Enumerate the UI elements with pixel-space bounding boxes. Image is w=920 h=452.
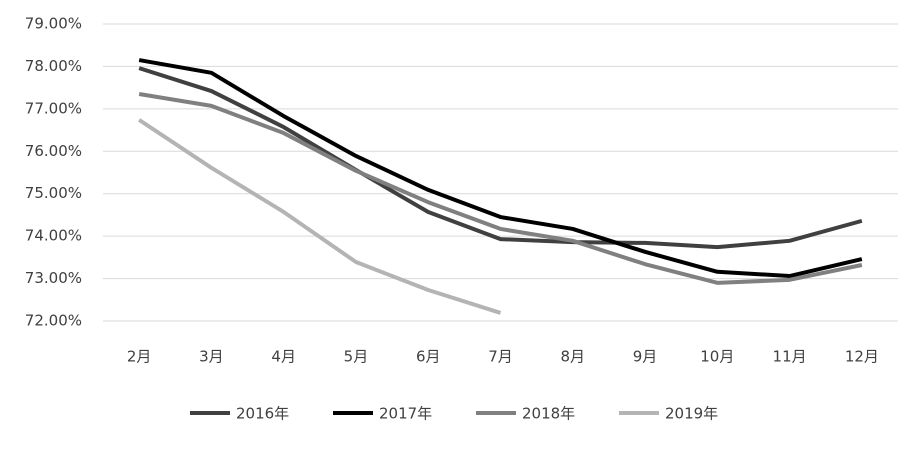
series-line — [138, 92, 863, 285]
y-tick-label: 79.00% — [25, 15, 82, 33]
x-tick-label: 8月 — [560, 348, 585, 366]
y-tick-label: 77.00% — [25, 99, 82, 117]
x-tick-label: 3月 — [199, 348, 224, 366]
x-tick-label: 6月 — [416, 348, 441, 366]
x-tick-label: 12月 — [845, 348, 879, 366]
y-tick-label: 75.00% — [25, 184, 82, 202]
x-tick-label: 4月 — [271, 348, 296, 366]
y-tick-label: 78.00% — [25, 57, 82, 75]
x-tick-label: 7月 — [488, 348, 513, 366]
legend-label: 2018年 — [522, 405, 575, 423]
legend-label: 2017年 — [379, 405, 432, 423]
x-tick-label: 9月 — [633, 348, 658, 366]
x-tick-label: 2月 — [127, 348, 152, 366]
series-line — [138, 66, 863, 250]
y-tick-label: 73.00% — [25, 269, 82, 287]
y-tick-label: 72.00% — [25, 312, 82, 330]
x-tick-label: 10月 — [700, 348, 734, 366]
x-tick-label: 11月 — [773, 348, 807, 366]
series-line — [138, 58, 863, 279]
x-tick-label: 5月 — [344, 348, 369, 366]
legend-label: 2019年 — [665, 405, 718, 423]
series-line — [138, 118, 502, 315]
y-tick-label: 74.00% — [25, 227, 82, 245]
y-tick-label: 76.00% — [25, 142, 82, 160]
legend-label: 2016年 — [236, 405, 289, 423]
